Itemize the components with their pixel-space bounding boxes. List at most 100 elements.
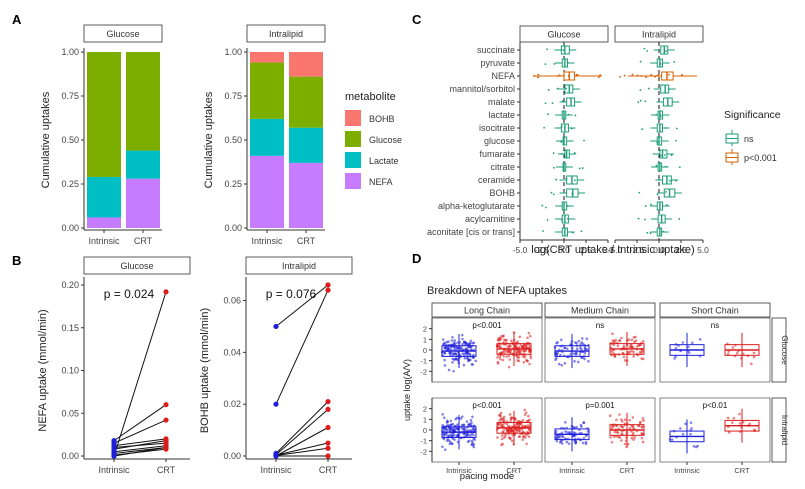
point-intrinsic xyxy=(441,423,444,427)
outlier xyxy=(556,87,559,90)
outlier xyxy=(572,231,575,234)
point-crt xyxy=(623,442,627,446)
point-intrinsic xyxy=(689,421,693,424)
point-crt xyxy=(727,350,731,353)
point-crt xyxy=(509,350,512,354)
point-crt xyxy=(622,344,626,348)
outlier xyxy=(556,75,559,78)
point-crt xyxy=(528,350,532,354)
y-tick-label: 0.20 xyxy=(61,280,79,290)
outlier xyxy=(665,50,667,53)
outlier xyxy=(541,204,544,207)
point-crt xyxy=(613,340,616,344)
outlier xyxy=(583,139,585,142)
legend-swatch-glucose xyxy=(345,131,361,147)
point-intrinsic xyxy=(446,428,449,432)
point-crt xyxy=(502,349,506,353)
point-crt xyxy=(163,417,169,423)
pair-line xyxy=(113,438,167,447)
point-crt xyxy=(632,438,635,441)
point-intrinsic xyxy=(575,341,578,345)
y-tick-label: fumarate xyxy=(479,149,515,159)
point-intrinsic xyxy=(445,439,449,442)
outlier xyxy=(631,73,634,76)
point-crt xyxy=(527,435,531,438)
point-intrinsic xyxy=(463,356,467,360)
x-tick-label: -5.0 xyxy=(608,245,623,255)
point-crt xyxy=(642,419,645,422)
outlier xyxy=(639,60,642,63)
point-intrinsic xyxy=(687,351,691,354)
point-crt xyxy=(622,355,626,359)
point-intrinsic xyxy=(448,429,452,432)
significance-annotation: p<0.01 xyxy=(703,401,728,410)
point-intrinsic xyxy=(584,434,588,438)
point-crt xyxy=(520,428,524,431)
y-tick-label: 0.15 xyxy=(61,323,79,333)
point-intrinsic xyxy=(674,346,678,350)
legend-label: p<0.001 xyxy=(744,153,777,163)
y-tick-label: BOHB xyxy=(489,188,515,198)
outlier xyxy=(561,219,563,222)
point-intrinsic xyxy=(559,338,563,342)
outlier xyxy=(536,76,539,79)
outlier xyxy=(662,230,665,233)
y-tick-label: malate xyxy=(488,97,515,107)
legend-label-lactate: Lactate xyxy=(369,156,399,166)
point-crt xyxy=(500,423,503,427)
point-intrinsic xyxy=(579,423,583,427)
x-tick-label: CRT xyxy=(619,466,635,475)
point-crt xyxy=(752,351,756,355)
point-crt xyxy=(639,420,642,424)
outlier xyxy=(650,73,653,76)
outlier xyxy=(637,217,640,220)
point-intrinsic xyxy=(567,442,571,445)
facet-d-row-intralipid-strip xyxy=(771,397,787,463)
point-crt xyxy=(640,425,644,428)
y-tick-label: 0 xyxy=(423,426,427,435)
point-crt xyxy=(528,362,531,366)
point-intrinsic xyxy=(583,357,586,361)
y-tick-label: pyruvate xyxy=(480,58,515,68)
x-tick-label: 0.0 xyxy=(558,245,570,255)
point-intrinsic xyxy=(451,335,454,339)
y-tick-label: NEFA xyxy=(491,71,515,81)
outlier xyxy=(644,100,647,103)
facet-panel xyxy=(431,317,543,383)
outlier xyxy=(659,115,662,118)
x-tick-label: 5.0 xyxy=(697,245,709,255)
point-intrinsic xyxy=(472,433,475,437)
point-crt xyxy=(509,419,512,422)
pair-line xyxy=(275,447,329,456)
point-crt xyxy=(325,424,331,431)
point-intrinsic xyxy=(460,333,464,337)
point-crt xyxy=(632,336,636,339)
point-crt xyxy=(623,359,627,362)
point-crt xyxy=(727,431,731,434)
point-intrinsic xyxy=(452,352,456,356)
outlier xyxy=(565,87,567,90)
pair-line xyxy=(113,440,167,450)
outlier xyxy=(619,75,621,78)
point-crt xyxy=(499,357,502,361)
y-tick-label: -1 xyxy=(420,437,427,446)
point-crt xyxy=(325,287,331,293)
facet-b-intralipid-strip xyxy=(245,256,353,275)
point-intrinsic xyxy=(465,420,469,423)
panel-d: D Breakdown of NEFA uptakes Long Chain Medi… xyxy=(402,251,789,482)
point-intrinsic xyxy=(470,362,474,366)
outlier xyxy=(656,74,659,77)
y-tick-label: isocitrate xyxy=(479,123,515,133)
point-crt xyxy=(502,415,506,419)
bar-nefa xyxy=(126,178,160,228)
point-crt xyxy=(630,338,634,342)
point-crt xyxy=(628,418,631,422)
outlier xyxy=(533,74,535,77)
outlier xyxy=(670,154,673,157)
point-intrinsic xyxy=(557,362,561,366)
point-intrinsic xyxy=(456,423,459,426)
point-crt xyxy=(503,351,506,355)
point-intrinsic xyxy=(572,431,575,434)
bar-nefa xyxy=(87,217,121,228)
point-intrinsic xyxy=(455,416,459,420)
